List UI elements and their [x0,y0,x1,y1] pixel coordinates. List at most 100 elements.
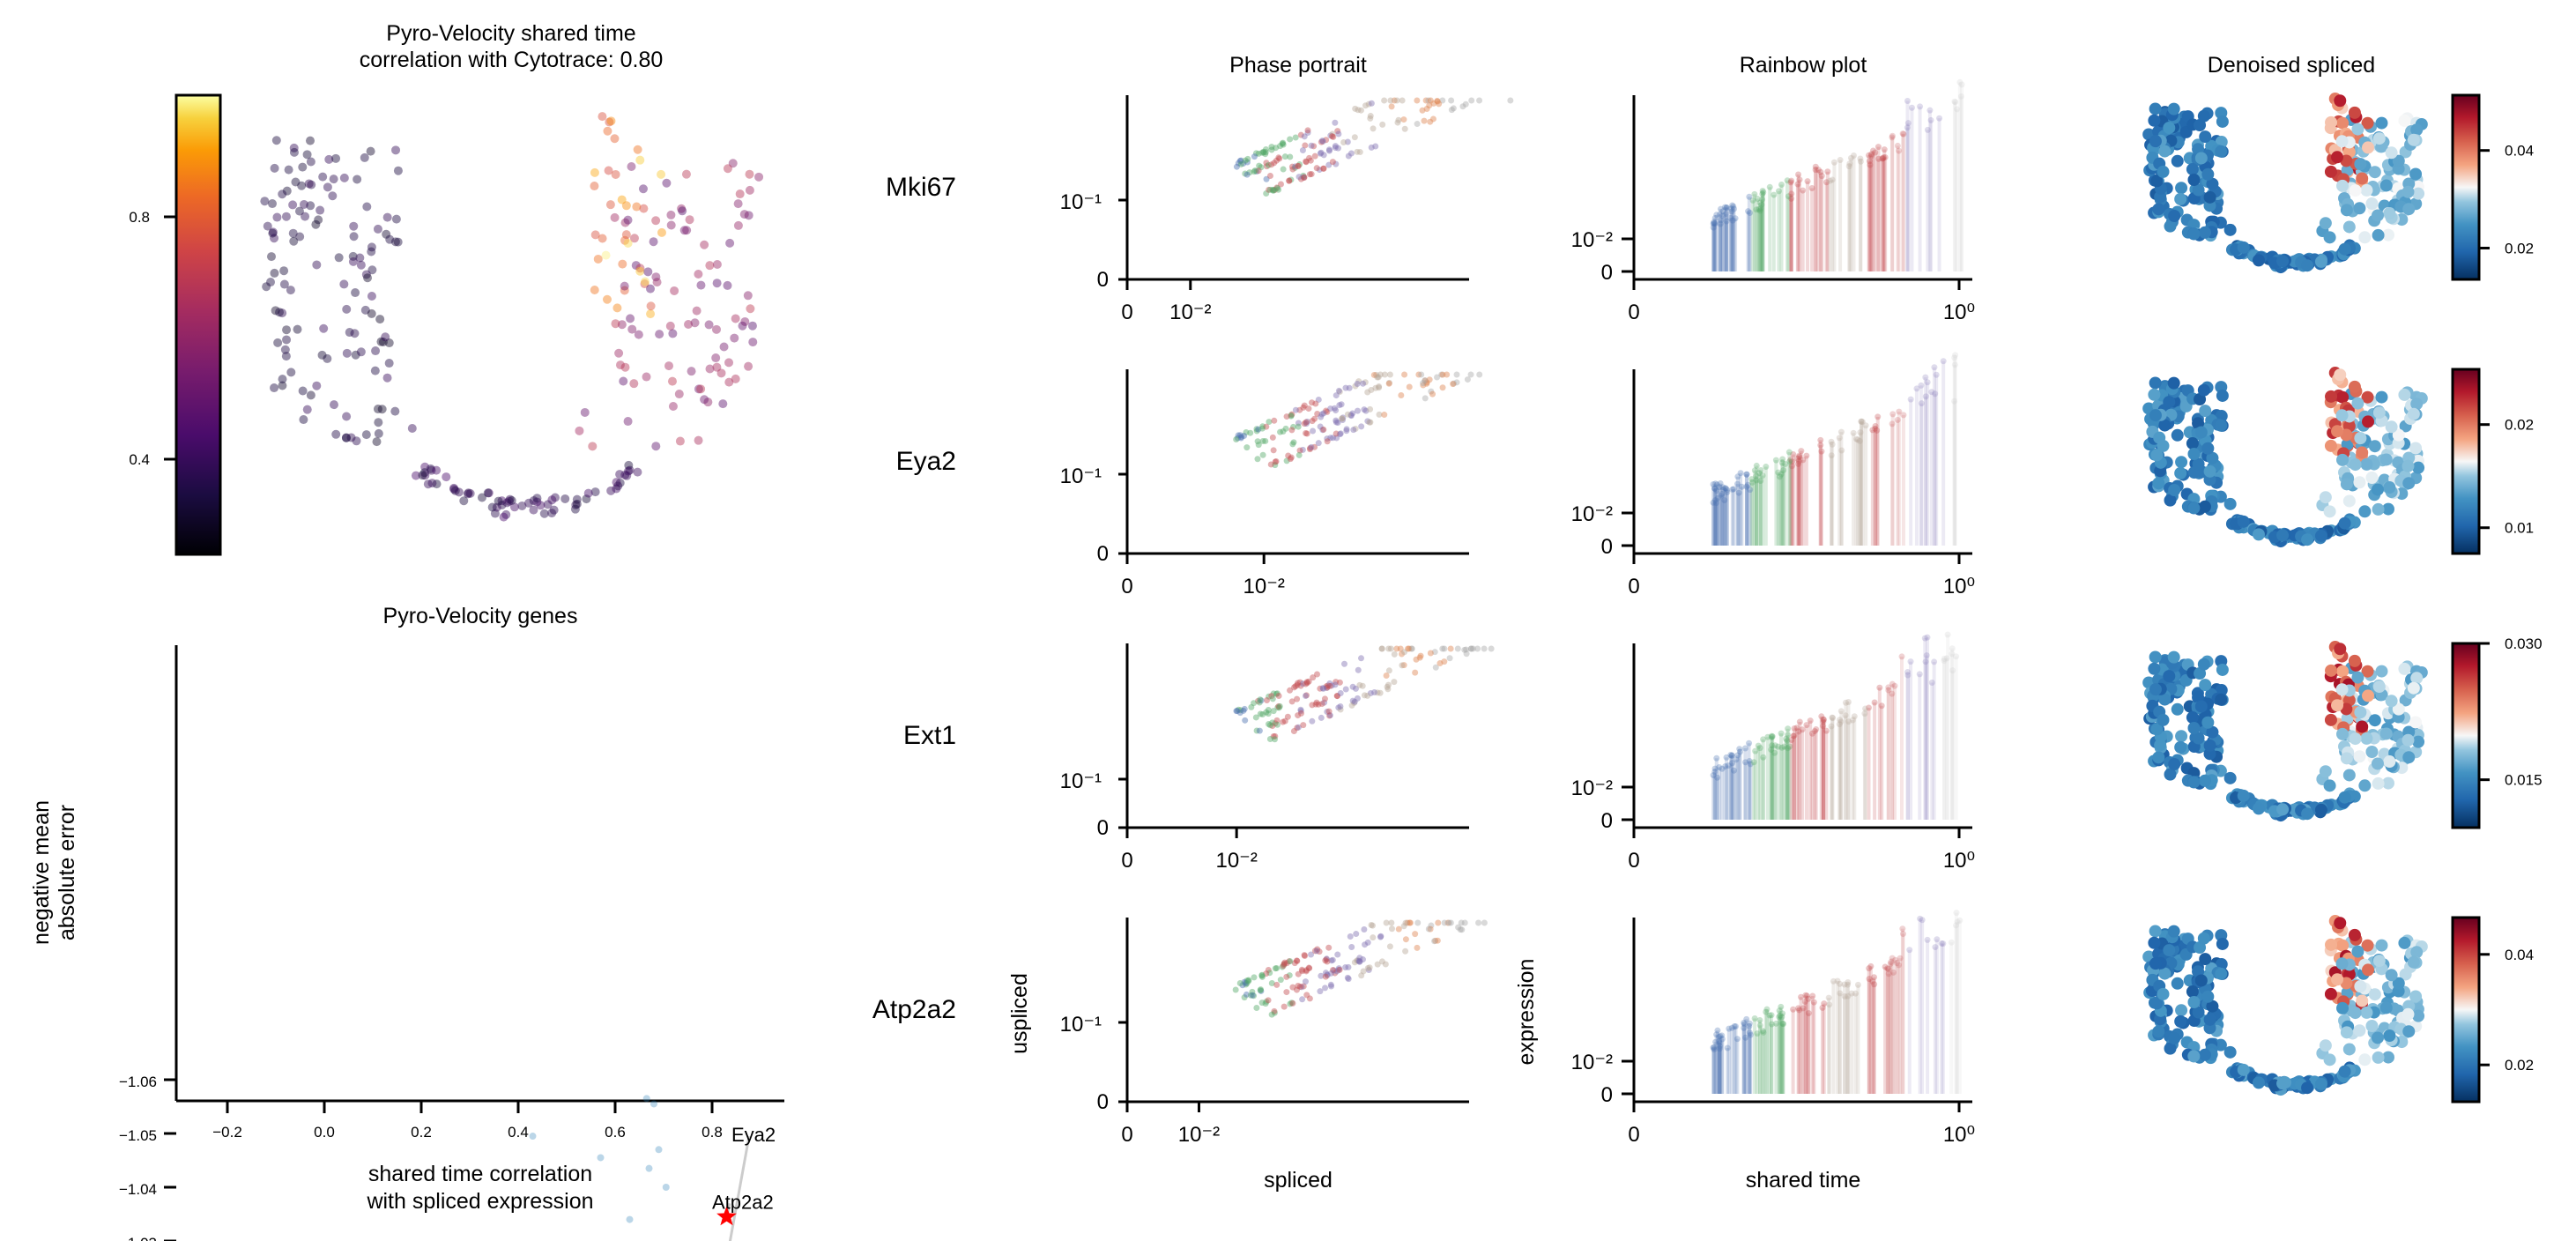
rainbow-point [1882,963,1889,970]
rainbow-bar [1855,439,1860,546]
denoised-point [2409,167,2423,181]
rainbow-point [1953,653,1960,660]
background-gene-point [645,1164,653,1172]
rainbow-bar [1955,108,1959,271]
rainbow-point [1828,452,1835,459]
denoised-point [2164,494,2177,507]
umap-point [622,471,632,480]
phase-point [1280,141,1287,148]
phase-point [1249,992,1256,999]
phase-point [1298,966,1305,973]
rainbow-bar [1755,1033,1759,1094]
phase-point [1311,152,1318,160]
rainbow-bar [1748,489,1752,546]
rainbow-bar [1796,464,1800,546]
rainbow-point [1753,472,1760,479]
rainbow-point [1734,473,1741,480]
rainbow-ytick-label: 10⁻² [1571,228,1613,252]
phase-point [1444,919,1451,926]
phase-point [1323,683,1330,690]
rainbow-point [1749,197,1756,204]
umap-point [502,498,512,508]
phase-point [1432,664,1439,671]
rainbow-point [1741,745,1748,752]
denoised-point [2353,750,2366,763]
rainbow-point [1729,486,1736,493]
phase-point [1239,982,1246,989]
rainbow-point [1771,742,1778,749]
rainbow-bar [1717,1037,1721,1094]
rainbow-bar [1905,100,1910,271]
phase-point [1292,683,1299,690]
umap-point [590,182,599,191]
phase-point [1251,153,1258,160]
rainbow-xtick-zero-label: 0 [1628,1123,1639,1147]
rainbow-point [1845,981,1852,988]
phase-point [1272,732,1279,739]
umap-point [459,496,469,506]
umap-point [298,386,308,396]
phase-point [1345,963,1352,970]
denoised-point [2410,398,2424,411]
rainbow-point [1754,1030,1761,1037]
rainbow-point [1934,936,1941,943]
rainbow-point [1933,371,1940,378]
umap-point [598,112,607,122]
colorbar-ticklabel-0.8: 0.8 [129,209,150,226]
rainbow-point [1728,1024,1735,1031]
phase-point [1252,714,1259,721]
rainbow-point [1898,653,1905,660]
rainbow-bar [1753,751,1757,820]
rainbow-bar [1748,1023,1752,1094]
denoised-point [2314,529,2327,542]
umap-point [735,189,745,199]
denoised-point [2338,791,2351,804]
umap-point [547,495,557,505]
phase-point [1288,412,1295,420]
background-gene-point [662,1184,670,1191]
phase-point [1295,162,1302,169]
rainbow-bar [1790,465,1794,546]
rainbow-point [1892,956,1899,963]
phase-point [1284,713,1291,720]
rainbow-bar [1747,197,1751,271]
phase-xtick-zero-label: 0 [1121,575,1132,598]
rainbow-point [1777,1012,1784,1019]
rainbow-point [1788,458,1795,465]
denoised-point [2340,204,2353,217]
umap-point [623,417,633,427]
denoised-point [2383,755,2396,769]
umap-point [334,253,344,263]
phase-point [1323,684,1330,691]
denoised-point [2375,390,2388,404]
rainbow-point [1908,104,1915,111]
denoised-point [2402,1007,2415,1021]
phase-point [1290,728,1297,735]
rainbow-point [1723,754,1730,761]
phase-point [1253,426,1260,433]
rainbow-point [1907,396,1914,403]
umap-point [329,175,338,184]
phase-point [1481,919,1488,926]
rainbow-point [1951,98,1958,105]
rainbow-point [1727,752,1734,759]
umap-point [621,201,631,211]
rainbow-point [1732,1022,1739,1029]
rainbow-bar [1805,995,1809,1094]
rainbow-bar [1930,682,1934,820]
rainbow-bar [1844,702,1848,820]
denoised-point [2375,116,2388,130]
rainbow-bar [1867,160,1872,271]
denoised-point [2276,803,2290,816]
denoised-point [2351,945,2364,958]
rainbow-bar [1950,670,1955,820]
denoised-point [2168,483,2181,496]
denoised-point [2379,1001,2393,1014]
denoised-point [2163,944,2176,957]
phase-point [1336,966,1343,973]
denoised-point [2197,658,2210,671]
denoised-point [2150,175,2164,188]
rainbow-point [1803,992,1810,999]
rainbow-bar [1856,985,1860,1094]
